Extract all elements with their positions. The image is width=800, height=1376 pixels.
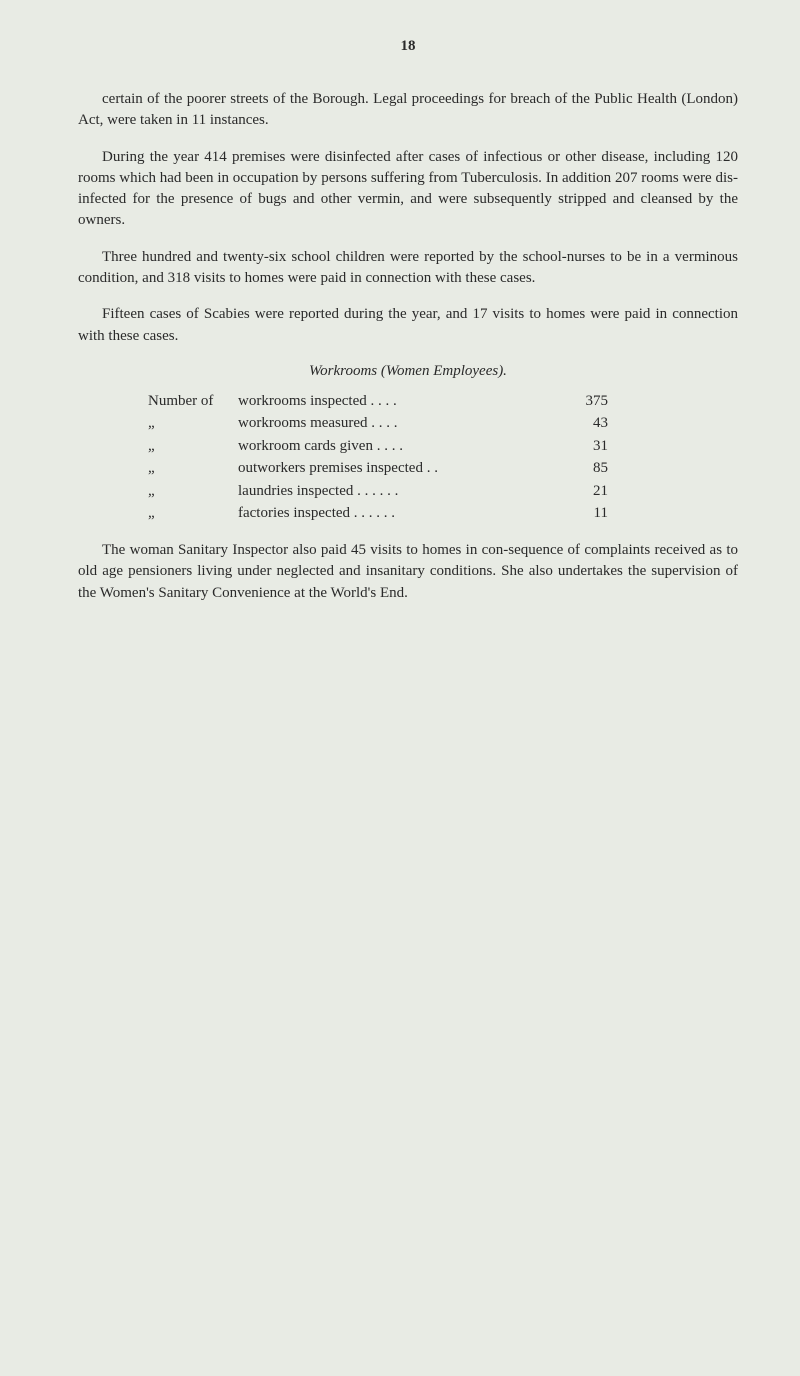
paragraph-2: During the year 414 premises were disinf… [78, 147, 738, 232]
row-leader: „ [148, 412, 238, 435]
paragraph-5: The woman Sanitary Inspector also paid 4… [78, 540, 738, 604]
row-detail: workrooms measured . . . . [238, 412, 548, 435]
table-row: „ factories inspected . . . . . . 11 [148, 502, 738, 525]
row-leader: Number of [148, 390, 238, 413]
row-leader: „ [148, 502, 238, 525]
row-value: 375 [548, 390, 608, 413]
workroom-table: Number of workrooms inspected . . . . 37… [148, 390, 738, 525]
paragraph-4: Fifteen cases of Scabies were reported d… [78, 304, 738, 347]
table-row: Number of workrooms inspected . . . . 37… [148, 390, 738, 413]
row-leader: „ [148, 480, 238, 503]
row-value: 21 [548, 480, 608, 503]
table-row: „ workrooms measured . . . . 43 [148, 412, 738, 435]
row-detail: laundries inspected . . . . . . [238, 480, 548, 503]
section-heading: Workrooms (Women Employees). [78, 363, 738, 380]
row-leader: „ [148, 435, 238, 458]
row-value: 31 [548, 435, 608, 458]
row-value: 11 [548, 502, 608, 525]
page-number: 18 [78, 38, 738, 55]
row-value: 43 [548, 412, 608, 435]
row-leader: „ [148, 457, 238, 480]
page-container: 18 certain of the poorer streets of the … [0, 0, 800, 1376]
table-row: „ outworkers premises inspected . . 85 [148, 457, 738, 480]
row-value: 85 [548, 457, 608, 480]
row-detail: workroom cards given . . . . [238, 435, 548, 458]
paragraph-3: Three hundred and twenty-six school chil… [78, 247, 738, 290]
row-detail: workrooms inspected . . . . [238, 390, 548, 413]
table-row: „ workroom cards given . . . . 31 [148, 435, 738, 458]
row-detail: factories inspected . . . . . . [238, 502, 548, 525]
table-row: „ laundries inspected . . . . . . 21 [148, 480, 738, 503]
paragraph-1: certain of the poorer streets of the Bor… [78, 89, 738, 132]
row-detail: outworkers premises inspected . . [238, 457, 548, 480]
